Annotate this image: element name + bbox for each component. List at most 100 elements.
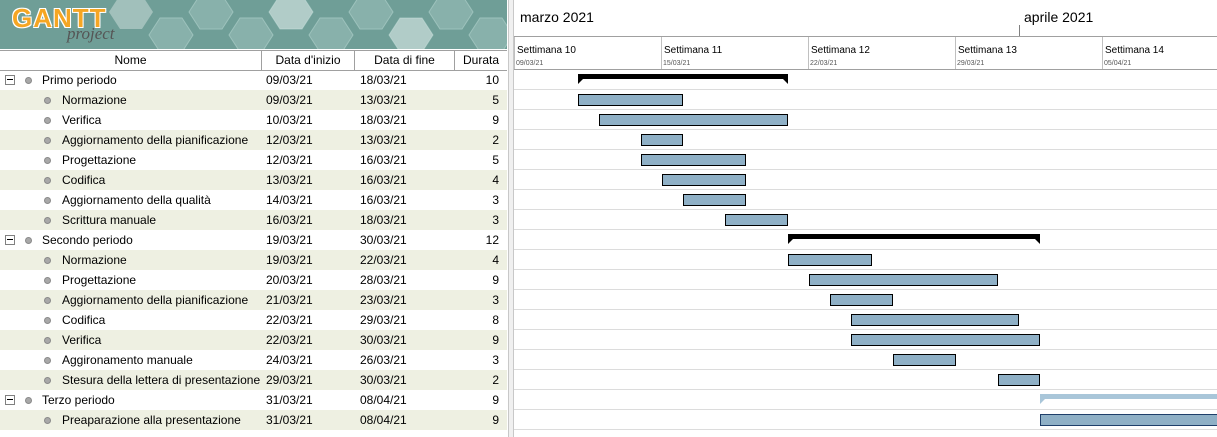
task-duration: 5	[492, 93, 499, 107]
task-bar[interactable]	[641, 154, 746, 166]
task-row[interactable]: Progettazione 20/03/21 28/03/21 9	[0, 270, 507, 290]
task-bullet-icon	[44, 417, 51, 424]
collapse-toggle-icon[interactable]	[5, 235, 15, 245]
task-end-date: 13/03/21	[360, 133, 407, 147]
gantt-chart-body[interactable]	[514, 70, 1217, 437]
task-end-date: 18/03/21	[360, 113, 407, 127]
month-label: aprile 2021	[1024, 9, 1094, 25]
pane-splitter[interactable]	[508, 0, 514, 437]
logo-gantt-text: GANTT	[12, 3, 107, 33]
task-duration: 2	[492, 373, 499, 387]
task-bar[interactable]	[662, 174, 746, 186]
task-row[interactable]: Aggiornamento della pianificazione 21/03/…	[0, 290, 507, 310]
gantt-row	[514, 350, 1217, 370]
task-name: Verifica	[62, 113, 102, 127]
task-bar[interactable]	[998, 374, 1040, 386]
summary-bar[interactable]	[1040, 394, 1217, 404]
task-duration: 9	[492, 413, 499, 427]
task-row[interactable]: Verifica 10/03/21 18/03/21 9	[0, 110, 507, 130]
gantt-row	[514, 210, 1217, 230]
task-name: Codifica	[62, 313, 106, 327]
task-start-date: 31/03/21	[266, 413, 313, 427]
task-bar[interactable]	[599, 114, 788, 126]
task-bullet-icon	[44, 297, 51, 304]
task-row[interactable]: Verifica 22/03/21 30/03/21 9	[0, 330, 507, 350]
task-duration: 12	[485, 233, 499, 247]
task-bar[interactable]	[683, 194, 746, 206]
task-end-date: 18/03/21	[360, 213, 407, 227]
task-row[interactable]: Stesura della lettera di presentazione 29…	[0, 370, 507, 390]
timeline-months: marzo 2021 aprile 2021	[514, 0, 1217, 37]
task-duration: 3	[492, 353, 499, 367]
task-start-date: 20/03/21	[266, 273, 313, 287]
task-start-date: 29/03/21	[266, 373, 313, 387]
task-bullet-icon	[44, 377, 51, 384]
task-name: Stesura della lettera di presentazione	[62, 373, 261, 387]
task-bar[interactable]	[851, 314, 1019, 326]
task-bar[interactable]	[788, 254, 872, 266]
gantt-row	[514, 250, 1217, 270]
week-label: Settimana 12	[811, 45, 870, 56]
gantt-row	[514, 130, 1217, 150]
column-header-duration[interactable]: Durata	[462, 53, 500, 67]
task-group-row[interactable]: Terzo periodo 31/03/21 08/04/21 9	[0, 390, 507, 410]
task-bar[interactable]	[641, 134, 683, 146]
week-column-header: Settimana 10 09/03/21	[514, 37, 662, 69]
task-start-date: 13/03/21	[266, 173, 313, 187]
task-start-date: 14/03/21	[266, 193, 313, 207]
task-start-date: 19/03/21	[266, 233, 313, 247]
task-bar[interactable]	[1040, 414, 1217, 426]
task-duration: 2	[492, 133, 499, 147]
task-row[interactable]: Normazione 09/03/21 13/03/21 5	[0, 90, 507, 110]
task-end-date: 26/03/21	[360, 353, 407, 367]
collapse-toggle-icon[interactable]	[5, 75, 15, 85]
task-bullet-icon	[25, 77, 32, 84]
task-name: Secondo periodo	[42, 233, 133, 247]
column-header-start-date[interactable]: Data d'inizio	[262, 51, 355, 70]
collapse-toggle-icon[interactable]	[5, 395, 15, 405]
task-end-date: 08/04/21	[360, 393, 407, 407]
task-bullet-icon	[25, 237, 32, 244]
task-duration: 5	[492, 153, 499, 167]
task-duration: 9	[492, 113, 499, 127]
week-date: 15/03/21	[663, 60, 691, 67]
task-bar[interactable]	[893, 354, 956, 366]
task-row[interactable]: Codifica 13/03/21 16/03/21 4	[0, 170, 507, 190]
task-row[interactable]: Aggiornamento della qualità 14/03/21 16/03…	[0, 190, 507, 210]
task-start-date: 31/03/21	[266, 393, 313, 407]
task-row[interactable]: Aggironamento manuale 24/03/21 26/03/21 3	[0, 350, 507, 370]
task-group-row[interactable]: Primo periodo 09/03/21 18/03/21 10	[0, 70, 507, 90]
task-row[interactable]: Preaparazione alla presentazione 31/03/21…	[0, 410, 507, 430]
task-bar[interactable]	[725, 214, 788, 226]
task-bar[interactable]	[578, 94, 683, 106]
task-group-row[interactable]: Secondo periodo 19/03/21 30/03/21 12	[0, 230, 507, 250]
task-row[interactable]: Scrittura manuale 16/03/21 18/03/21 3	[0, 210, 507, 230]
task-end-date: 16/03/21	[360, 193, 407, 207]
task-end-date: 18/03/21	[360, 73, 407, 87]
task-bar[interactable]	[809, 274, 998, 286]
summary-bar[interactable]	[788, 234, 1040, 244]
gantt-row	[514, 330, 1217, 350]
task-row[interactable]: Progettazione 12/03/21 16/03/21 5	[0, 150, 507, 170]
task-name: Scrittura manuale	[62, 213, 157, 227]
task-end-date: 16/03/21	[360, 173, 407, 187]
task-row[interactable]: Aggiornamento della pianificazione 12/03/…	[0, 130, 507, 150]
gantt-row	[514, 310, 1217, 330]
task-duration: 3	[492, 213, 499, 227]
gantt-row	[514, 150, 1217, 170]
week-column-header: Settimana 13 29/03/21	[955, 37, 1103, 69]
task-tree-pane: GANTT project Nome Data d'inizio Data di…	[0, 0, 508, 437]
task-row[interactable]: Normazione 19/03/21 22/03/21 4	[0, 250, 507, 270]
task-duration: 3	[492, 193, 499, 207]
task-bar[interactable]	[830, 294, 893, 306]
task-end-date: 13/03/21	[360, 93, 407, 107]
column-header-name[interactable]: Nome	[0, 51, 262, 70]
task-duration: 9	[492, 333, 499, 347]
summary-bar[interactable]	[578, 74, 788, 84]
task-start-date: 12/03/21	[266, 153, 313, 167]
task-bar[interactable]	[851, 334, 1040, 346]
column-header-end-date[interactable]: Data di fine	[355, 51, 455, 70]
task-row[interactable]: Codifica 22/03/21 29/03/21 8	[0, 310, 507, 330]
task-end-date: 22/03/21	[360, 253, 407, 267]
gantt-row	[514, 110, 1217, 130]
